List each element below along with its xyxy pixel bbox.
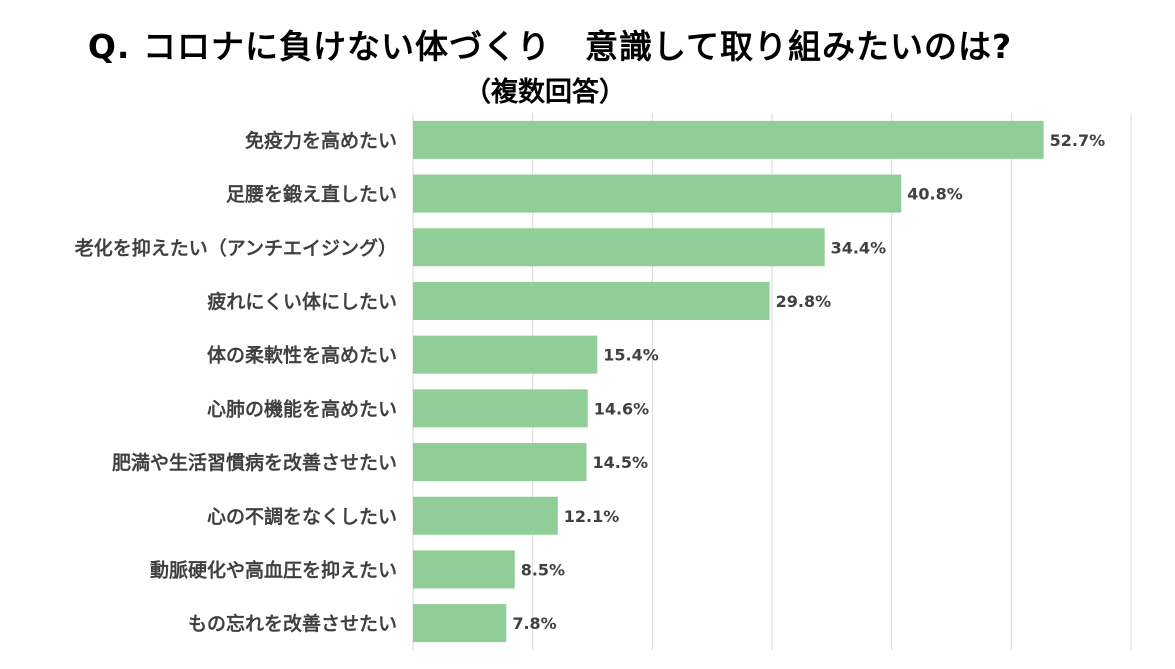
value-label: 12.1% — [564, 507, 620, 526]
bar — [413, 174, 902, 213]
value-label: 40.8% — [907, 185, 963, 204]
value-label: 29.8% — [776, 292, 832, 311]
bar — [413, 443, 587, 482]
value-label: 8.5% — [521, 560, 565, 579]
category-label: 心の不調をなくしたい — [207, 505, 397, 528]
category-label: 動脈硬化や高血圧を抑えたい — [150, 558, 397, 581]
category-label: 肥満や生活習慣病を改善させたい — [112, 451, 397, 474]
value-label: 14.6% — [594, 399, 650, 418]
value-label: 34.4% — [831, 238, 887, 257]
bar — [413, 496, 558, 535]
bar — [413, 120, 1044, 159]
value-label: 7.8% — [512, 614, 556, 633]
value-label: 15.4% — [603, 346, 659, 365]
bar — [413, 228, 825, 267]
chart-title: Q. コロナに負けない体づくり 意識して取り組みたいのは? — [87, 27, 1013, 66]
category-label: もの忘れを改善させたい — [188, 612, 397, 635]
category-label: 老化を抑えたい（アンチエイジング） — [75, 236, 397, 259]
category-label: 心肺の機能を高めたい — [207, 397, 397, 420]
bar — [413, 389, 588, 428]
chart-subtitle: （複数回答） — [464, 77, 626, 108]
value-label: 14.5% — [593, 453, 649, 472]
category-label: 足腰を鍛え直したい — [226, 183, 397, 206]
bar — [413, 604, 507, 643]
bar — [413, 281, 770, 320]
value-label: 52.7% — [1050, 131, 1106, 150]
category-label: 体の柔軟性を高めたい — [207, 344, 397, 367]
bar — [413, 335, 598, 374]
category-label: 免疫力を高めたい — [245, 129, 397, 152]
category-label: 疲れにくい体にしたい — [207, 290, 397, 313]
bar — [413, 550, 515, 589]
